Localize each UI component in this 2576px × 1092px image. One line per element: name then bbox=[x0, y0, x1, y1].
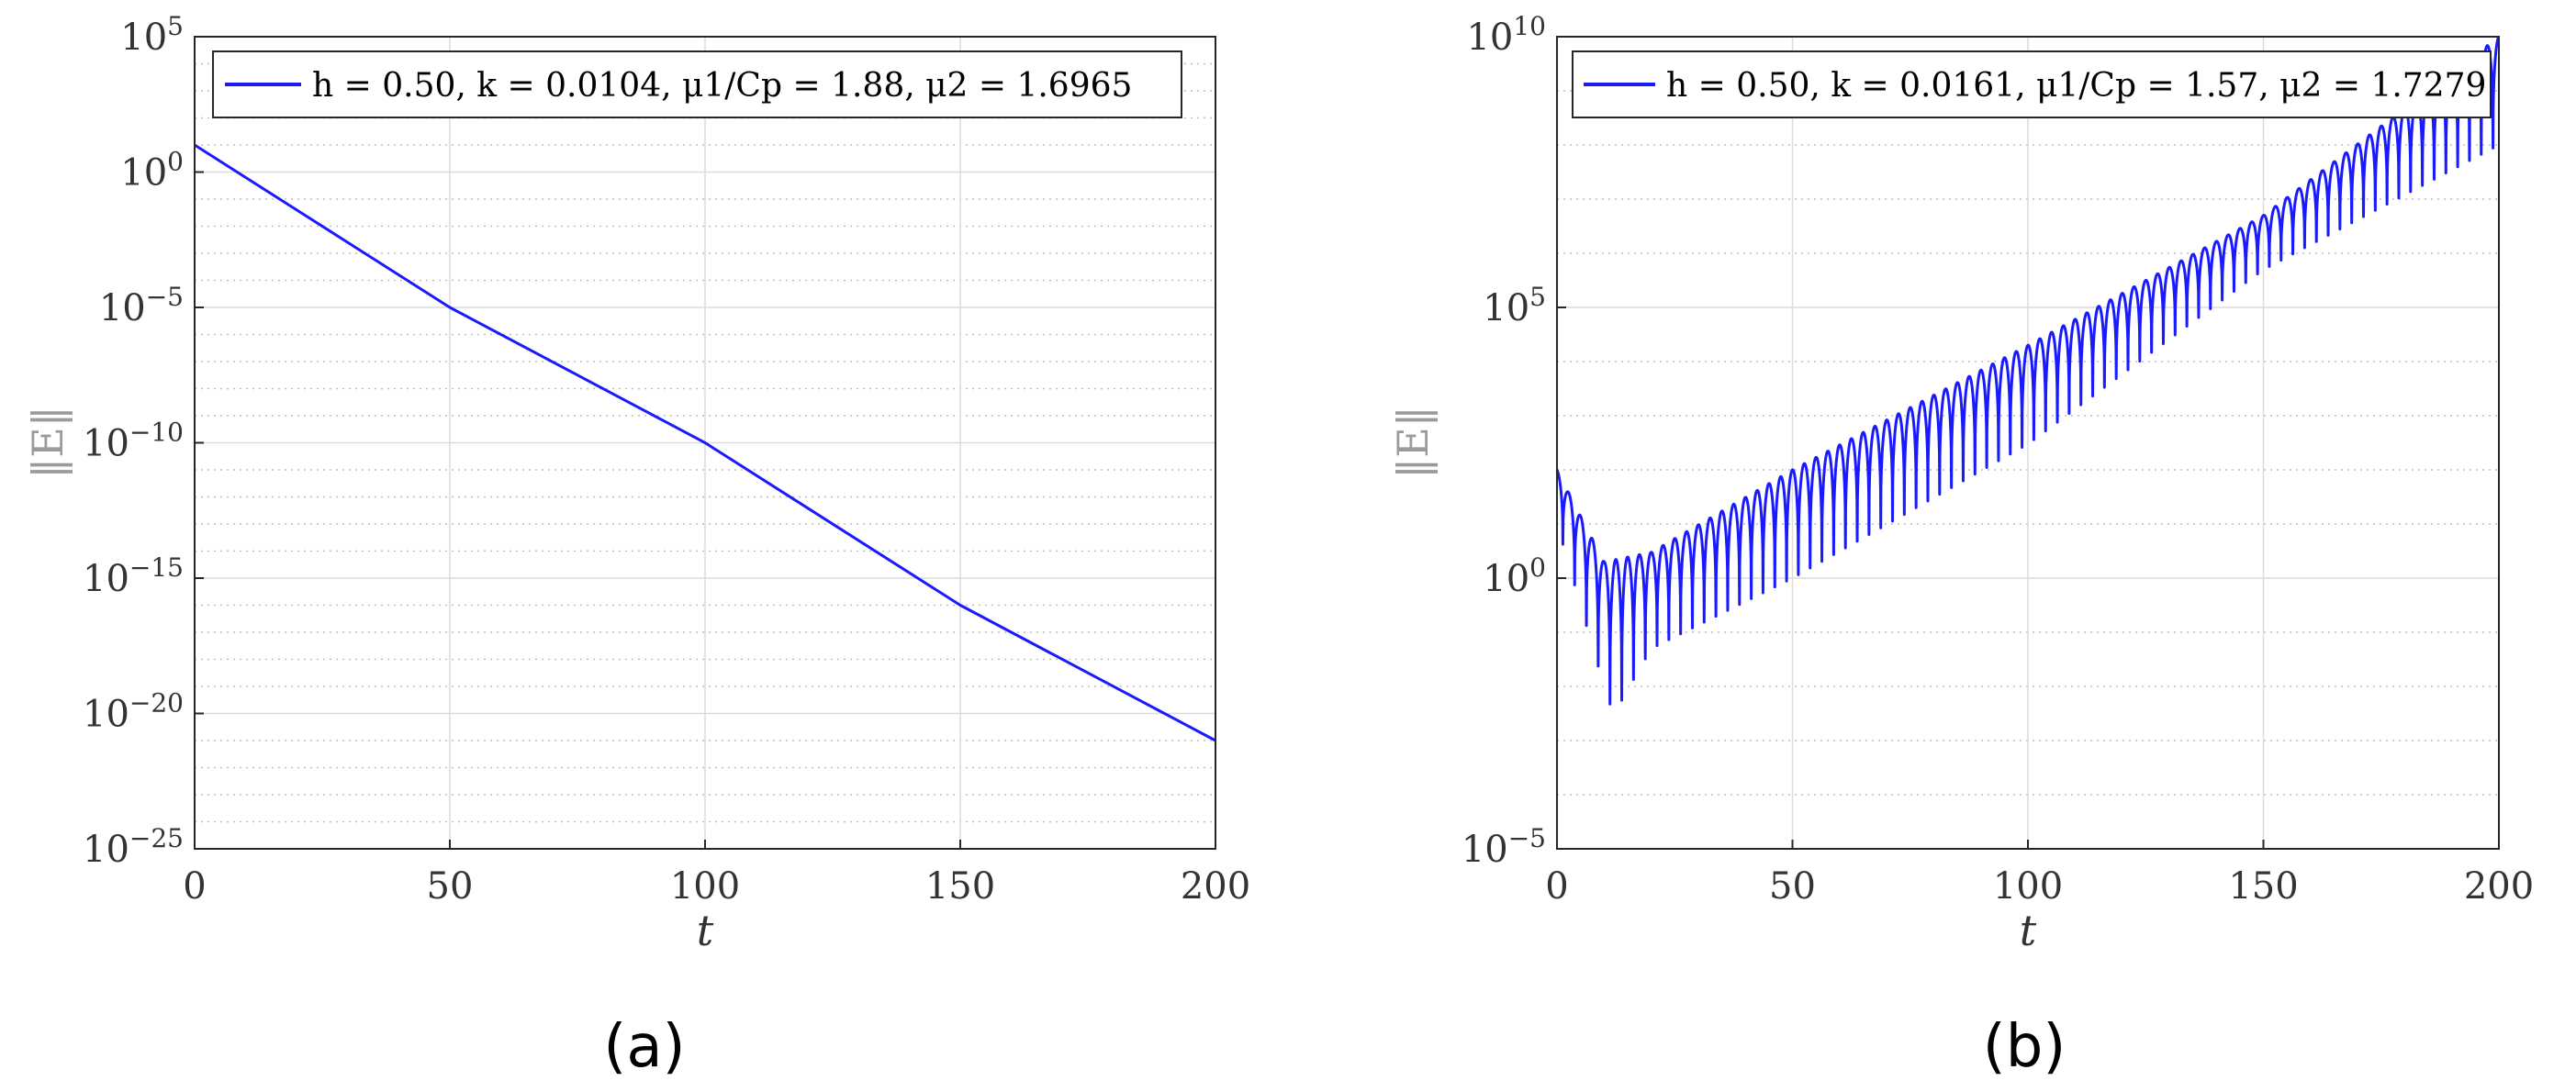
legend-entry: h = 0.50, k = 0.0161, μ1/Cp = 1.57, μ2 =… bbox=[1666, 67, 2486, 105]
y-tick-label: 10−15 bbox=[83, 552, 184, 600]
y-ticks: 1010 105 100 10−5 bbox=[1462, 11, 1566, 871]
panel-label: (a) bbox=[603, 1013, 685, 1081]
chart-b: 0 50 100 150 200 1010 105 100 10−5 t ‖E‖ h = 0.… bbox=[1388, 11, 2534, 1081]
y-tick-label: 10−10 bbox=[83, 418, 184, 465]
x-ticks: 0 50 100 150 200 bbox=[183, 840, 1250, 908]
series-path bbox=[1555, 35, 2501, 706]
y-tick-label: 10−5 bbox=[1462, 823, 1546, 871]
y-tick-label: 105 bbox=[120, 11, 184, 59]
x-tick-label: 100 bbox=[1993, 865, 2063, 908]
series-path bbox=[194, 143, 1216, 742]
y-axis-label: ‖E‖ bbox=[1388, 406, 1438, 479]
y-tick-label: 100 bbox=[120, 147, 184, 195]
legend-box bbox=[1572, 50, 2492, 118]
legend-entry: h = 0.50, k = 0.0104, μ1/Cp = 1.88, μ2 =… bbox=[312, 67, 1132, 105]
x-tick-label: 0 bbox=[1545, 865, 1568, 908]
legend: h = 0.50, k = 0.0104, μ1/Cp = 1.88, μ2 =… bbox=[212, 50, 1182, 118]
x-tick-label: 0 bbox=[183, 865, 206, 908]
legend-box bbox=[212, 50, 1182, 118]
grid-major bbox=[1556, 36, 2500, 850]
series-line bbox=[194, 143, 1216, 742]
x-axis-label: t bbox=[697, 906, 714, 955]
y-tick-label: 10−20 bbox=[83, 688, 184, 736]
legend: h = 0.50, k = 0.0161, μ1/Cp = 1.57, μ2 =… bbox=[1572, 50, 2492, 118]
y-axis-label: ‖E‖ bbox=[23, 406, 73, 479]
y-tick-label: 10−5 bbox=[99, 282, 184, 329]
x-tick-label: 50 bbox=[1769, 865, 1816, 908]
chart-a: 0 50 100 150 200 10510010−510−1010−1510−2010… bbox=[23, 11, 1250, 1081]
x-tick-label: 100 bbox=[670, 865, 740, 908]
x-ticks: 0 50 100 150 200 bbox=[1545, 840, 2534, 908]
series-line bbox=[1555, 35, 2501, 706]
x-tick-label: 50 bbox=[427, 865, 474, 908]
x-axis-label: t bbox=[2020, 906, 2037, 955]
x-tick-label: 150 bbox=[2228, 865, 2298, 908]
y-ticks: 105 100 10−5 10−10 10−15 10−20 10−25 bbox=[83, 11, 204, 871]
y-tick-label: 105 bbox=[1483, 282, 1546, 329]
y-tick-label: 10−25 bbox=[83, 823, 184, 871]
panel-label: (b) bbox=[1983, 1013, 2066, 1081]
y-tick-label: 1010 bbox=[1466, 11, 1546, 59]
x-tick-label: 200 bbox=[1181, 865, 1250, 908]
y-tick-label: 100 bbox=[1483, 552, 1546, 600]
x-tick-label: 200 bbox=[2464, 865, 2534, 908]
x-tick-label: 150 bbox=[925, 865, 995, 908]
